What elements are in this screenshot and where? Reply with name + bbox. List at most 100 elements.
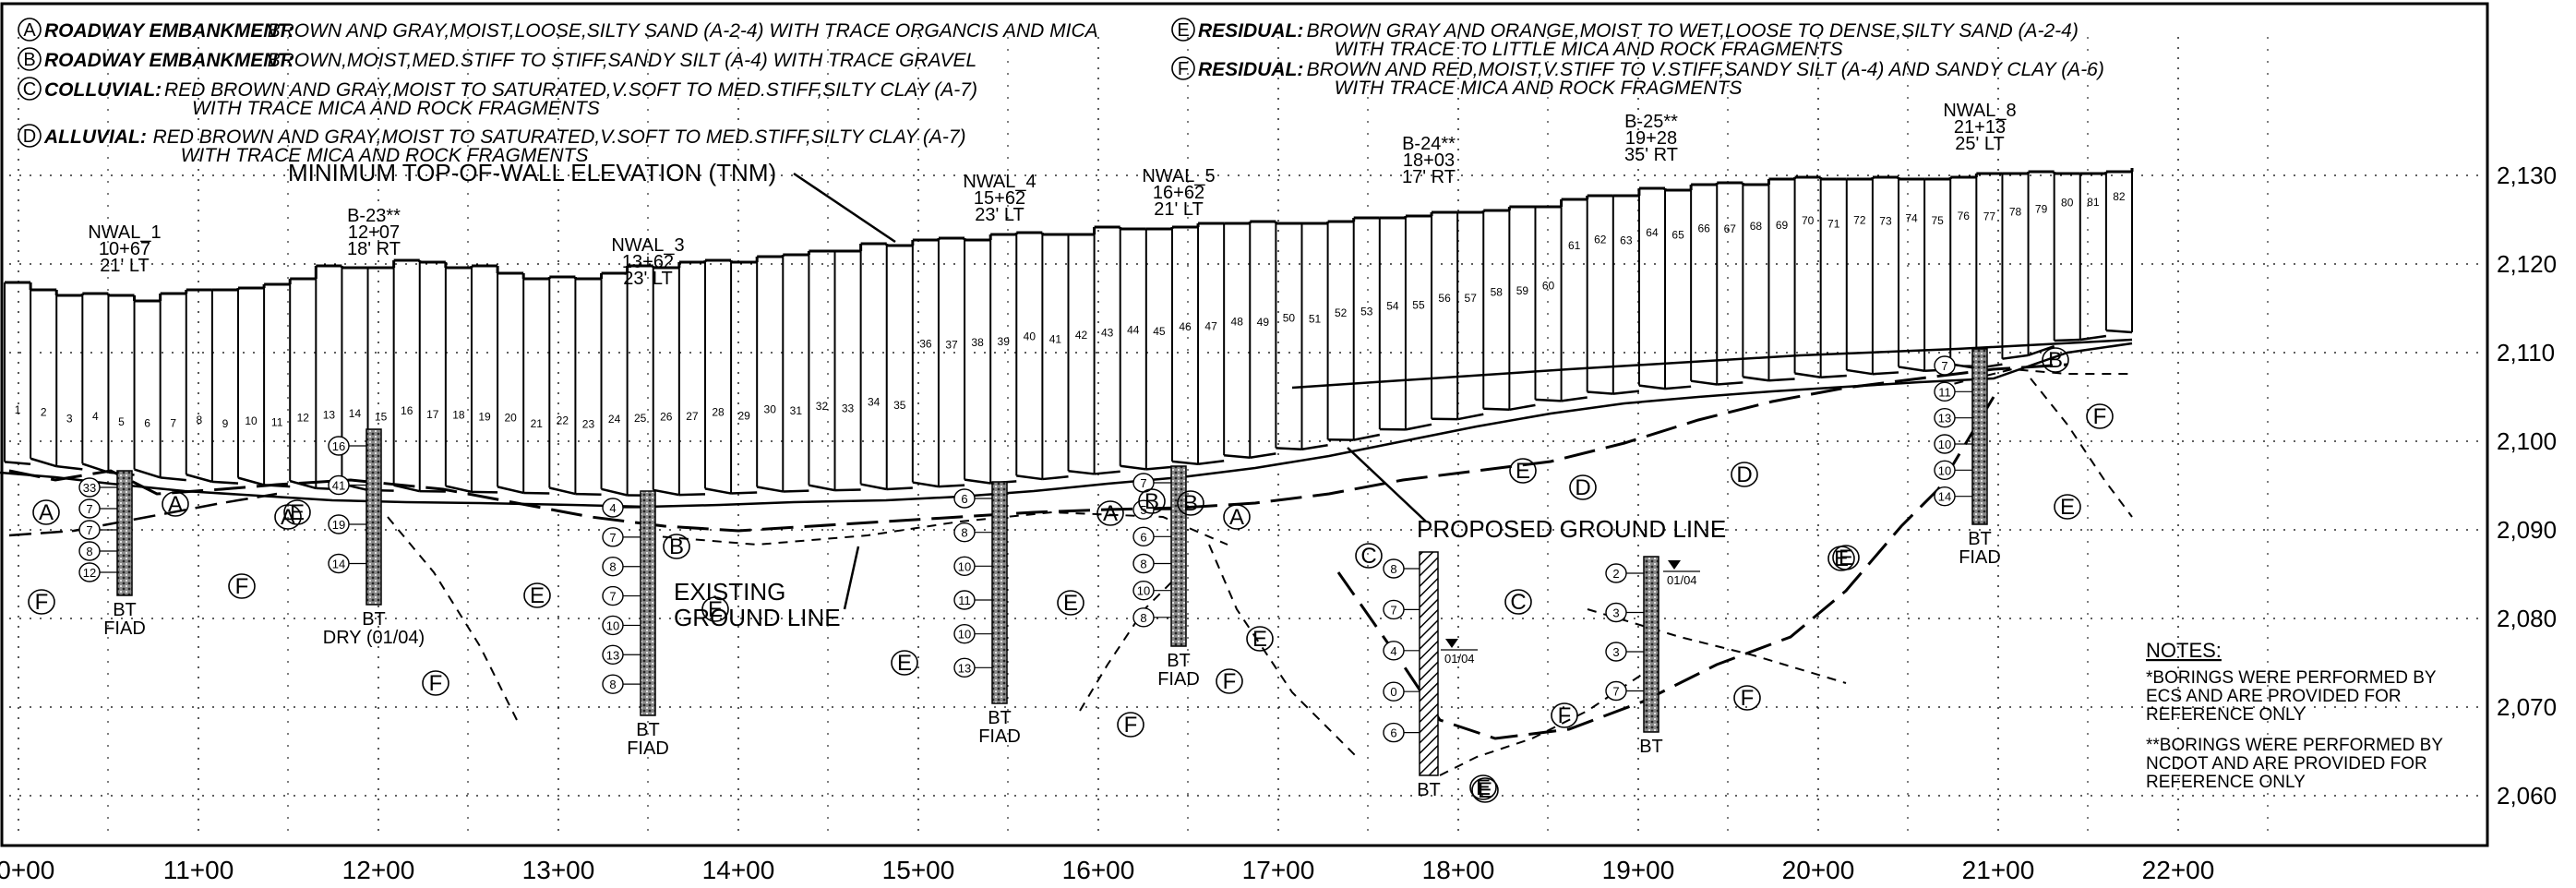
- callout-leaders: [793, 172, 1427, 610]
- boring-label-line: 19+28: [1625, 128, 1677, 149]
- soil-label: B: [669, 534, 684, 559]
- soil-label-symbol: [283, 499, 311, 525]
- wall-panel-number: 73: [1879, 215, 1892, 228]
- wall-panel-number: 38: [971, 336, 984, 349]
- soil-label: E: [1516, 459, 1530, 484]
- station-tick-label: 18+00: [1422, 856, 1495, 884]
- station-tick-label: 13+00: [522, 856, 595, 884]
- wall-panel-number: 5: [118, 415, 125, 428]
- wall-panel-number: 26: [660, 410, 673, 423]
- spt-blow-count: 33: [83, 481, 96, 495]
- wall-bottom-segment: [1846, 368, 1874, 376]
- boring-label-line: 23' LT: [623, 269, 672, 289]
- spt-blow-count: 8: [609, 560, 616, 574]
- spt-blow-count: 13: [958, 661, 971, 675]
- spt-blow-count: 6: [961, 492, 967, 506]
- existing-ground-callout: EXISTING: [674, 578, 785, 606]
- elevation-tick-label: 2,090: [2497, 516, 2557, 544]
- soil-label: F: [35, 590, 49, 615]
- boring-bottom-label: FIAD: [103, 618, 146, 639]
- boring-column: [365, 428, 382, 606]
- spt-blow-count: 7: [609, 531, 616, 545]
- boring-label-line: 23' LT: [975, 205, 1024, 225]
- elevation-tick-label: 2,110: [2497, 339, 2555, 366]
- wall-panel-number: 71: [1827, 217, 1840, 230]
- wall-bottom-segment: [1353, 433, 1381, 441]
- legend-description: BROWN AND GRAY,MOIST,LOOSE,SILTY SAND (A…: [268, 20, 1098, 42]
- wall-panel-number: 24: [608, 413, 621, 426]
- boring-bottom-label: FIAD: [978, 726, 1021, 747]
- spt-blow-count: 8: [961, 526, 967, 540]
- wall-bottom-segment: [1197, 459, 1225, 465]
- soil-label: C: [1510, 590, 1526, 615]
- wall-panel-number: 49: [1257, 316, 1270, 329]
- spt-blow-count: 7: [1612, 685, 1619, 699]
- legend-symbol: [18, 18, 42, 42]
- wall-bottom-segment: [1276, 447, 1302, 451]
- legend-name: ALLUVIAL:: [43, 126, 147, 148]
- soil-label-symbol: [1471, 777, 1499, 803]
- wall-panel-number: 65: [1671, 229, 1684, 242]
- soil-label-symbol: [1216, 668, 1243, 694]
- legend-symbol: [18, 77, 42, 101]
- soil-label: E: [530, 583, 545, 608]
- existing-ground-line: [8, 363, 2068, 533]
- wall-panel-number: 17: [426, 408, 439, 421]
- note-1-line-1: *BORINGS WERE PERFORMED BY: [2146, 668, 2437, 688]
- wall-panel-number: 32: [816, 400, 829, 413]
- spt-blow-count: 7: [1390, 603, 1396, 617]
- water-level-date: 01/04: [1444, 652, 1475, 666]
- wall-panel-number: 36: [919, 337, 932, 350]
- water-level-icon: [1668, 560, 1681, 570]
- wall-panel-number: 27: [686, 410, 699, 423]
- wall-bottom-segment: [2002, 354, 2029, 360]
- soil-label: F: [1558, 703, 1572, 728]
- wall-panel-number: 47: [1204, 319, 1217, 332]
- boring-bottom-label: BT: [113, 600, 137, 620]
- existing-ground-callout-2: GROUND LINE: [674, 604, 841, 631]
- spt-blow-count: 14: [332, 558, 345, 571]
- boring-label-line: B-25**: [1624, 112, 1678, 132]
- spt-blow-count: 0: [1390, 685, 1396, 699]
- wall-panel-number: 63: [1620, 234, 1633, 246]
- boring-bottom-label: DRY (01/04): [323, 628, 425, 648]
- proposed-ground-callout: PROPOSED GROUND LINE: [1417, 515, 1726, 543]
- wall-bottom-segment: [1120, 464, 1146, 471]
- soil-label-symbol: [228, 573, 256, 599]
- wall-panel-number: 42: [1075, 329, 1088, 342]
- legend-description-cont: WITH TRACE TO LITTLE MICA AND ROCK FRAGM…: [1335, 39, 1843, 60]
- spt-blow-count: 8: [609, 678, 616, 691]
- wall-panel-number: 81: [2087, 196, 2100, 209]
- wall-bottom-segment: [523, 491, 550, 495]
- ground-lines: [8, 338, 2133, 776]
- soil-label-symbol: [162, 491, 189, 517]
- wall-bottom-segment: [1768, 378, 1795, 382]
- water-level-icon: [1445, 639, 1458, 648]
- spt-blow-count: 14: [1938, 490, 1951, 504]
- wall-panel-number: 79: [2035, 202, 2048, 215]
- note-1-line-2: ECS AND ARE PROVIDED FOR: [2146, 687, 2402, 706]
- legend-description-cont: WITH TRACE MICA AND ROCK FRAGMENTS: [181, 145, 589, 166]
- wall-panel-number: 31: [790, 404, 803, 417]
- soil-label-symbol: [1733, 685, 1761, 711]
- wall-panel-number: 37: [945, 339, 958, 352]
- wall-bottom-segment: [1094, 470, 1120, 475]
- legend-symbol: [1171, 56, 1195, 80]
- wall-bottom-segment: [1743, 376, 1769, 382]
- soil-label: E: [2060, 495, 2075, 520]
- legend-name: RESIDUAL:: [1198, 20, 1303, 42]
- spt-blow-count: 8: [1140, 611, 1146, 625]
- wall-panel-number: 68: [1750, 220, 1763, 233]
- spt-blow-count: 3: [1612, 645, 1619, 659]
- station-tick-label: 12+00: [342, 856, 415, 884]
- soil-label-symbol: [2042, 347, 2069, 373]
- spt-blow-count: 3: [1612, 606, 1619, 620]
- wall-bottom-segment: [2054, 338, 2080, 342]
- legend-e: E RESIDUAL: BROWN GRAY AND ORANGE,MOIST TO…: [1171, 18, 2079, 60]
- soil-label: E: [290, 500, 305, 525]
- boring-label-line: 18+03: [1403, 150, 1455, 171]
- stratum-boundary-8: [1587, 608, 1847, 684]
